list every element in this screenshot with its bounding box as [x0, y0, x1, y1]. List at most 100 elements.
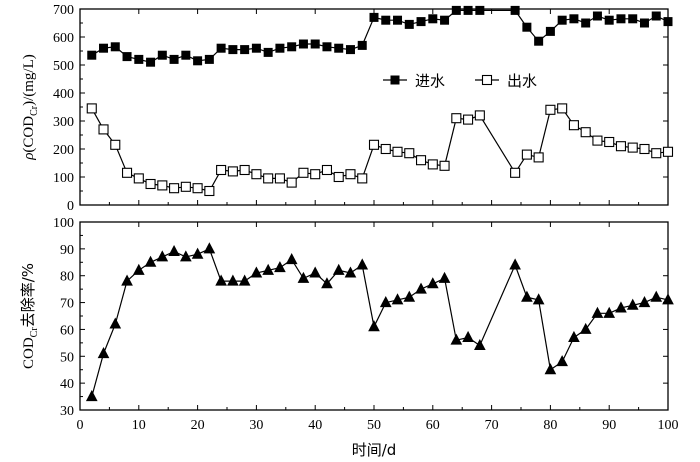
data-point — [440, 15, 450, 25]
data-point — [203, 242, 216, 254]
bottom-plot-frame — [79, 221, 669, 411]
data-point — [568, 120, 579, 131]
data-point — [403, 290, 416, 302]
data-point — [250, 266, 263, 278]
top-x-ticks — [79, 9, 669, 205]
data-point — [215, 274, 227, 286]
data-point — [368, 320, 380, 332]
data-point — [580, 127, 591, 138]
data-point — [251, 169, 262, 180]
data-point — [416, 17, 426, 27]
data-point — [604, 136, 615, 148]
data-point — [298, 167, 309, 178]
data-point — [439, 160, 450, 171]
data-point — [345, 169, 356, 180]
data-point — [369, 12, 379, 22]
data-point — [510, 5, 520, 15]
data-point — [368, 139, 380, 150]
data-point — [99, 43, 109, 53]
data-point — [474, 110, 485, 121]
top-y-ticks: 0 100 200 300 400 500 600 700 — [53, 3, 668, 214]
data-point — [322, 42, 332, 52]
data-point — [615, 141, 627, 152]
data-point — [180, 250, 192, 262]
data-point — [463, 5, 473, 15]
data-point — [415, 282, 427, 294]
bottom-x-ticks: 0 10 20 30 40 50 60 70 80 90 100 — [77, 222, 679, 433]
data-point — [532, 293, 545, 305]
data-point — [204, 185, 215, 197]
x-axis-title: 时间/d — [352, 441, 397, 459]
top-series-markers — [86, 5, 674, 197]
y-tick-label: 700 — [53, 3, 74, 18]
data-point — [650, 290, 663, 302]
data-point — [357, 173, 368, 184]
data-point — [133, 173, 144, 184]
y-tick-label: 400 — [53, 87, 74, 102]
data-point — [216, 43, 226, 53]
data-point — [109, 317, 122, 329]
data-point — [627, 142, 638, 153]
x-tick-label: 30 — [249, 418, 263, 433]
series-line-1 — [91, 107, 669, 192]
data-point — [286, 177, 297, 188]
bottom-panel: 30 40 50 60 70 80 90 100 0 10 20 30 40 50 60 70 80 90 100… — [19, 216, 679, 459]
data-point — [510, 167, 521, 178]
data-point — [321, 277, 333, 289]
data-point — [474, 338, 486, 351]
data-point — [438, 271, 451, 283]
data-point — [334, 43, 344, 53]
data-point — [121, 167, 133, 178]
y-tick-label: 80 — [60, 270, 74, 285]
y-tick-label: 40 — [60, 377, 74, 392]
data-point — [615, 301, 627, 313]
bottom-y-ticks: 30 40 50 60 70 80 90 100 — [53, 216, 668, 419]
data-point — [344, 266, 357, 278]
data-point — [390, 75, 400, 85]
data-point — [228, 45, 238, 55]
data-point — [297, 271, 310, 283]
data-point — [427, 159, 438, 170]
data-point — [85, 389, 98, 402]
data-point — [227, 274, 239, 286]
data-point — [144, 255, 157, 267]
data-point — [568, 330, 580, 342]
data-point — [98, 124, 109, 135]
y-tick-label: 90 — [60, 243, 74, 258]
data-point — [193, 56, 203, 66]
data-point — [616, 14, 626, 24]
data-point — [345, 45, 355, 55]
data-point — [545, 104, 556, 115]
data-point — [463, 114, 474, 125]
data-point — [628, 14, 638, 24]
data-point — [662, 146, 674, 157]
data-point — [569, 14, 579, 24]
data-point — [393, 15, 403, 25]
y-tick-label: 300 — [53, 115, 74, 130]
data-point — [134, 54, 144, 64]
data-point — [87, 50, 97, 60]
data-point — [592, 135, 603, 146]
y-tick-label: 0 — [67, 199, 74, 214]
data-point — [475, 5, 485, 15]
x-tick-label: 80 — [543, 418, 557, 433]
data-point — [534, 36, 544, 46]
data-point — [639, 143, 650, 155]
data-point — [426, 277, 439, 289]
data-point — [169, 183, 180, 194]
legend-label: 出水 — [507, 72, 537, 90]
x-tick-label: 0 — [77, 418, 84, 433]
data-point — [591, 306, 604, 318]
x-tick-label: 50 — [367, 418, 381, 433]
data-point — [662, 293, 674, 305]
x-tick-label: 90 — [602, 418, 616, 433]
data-point — [263, 173, 274, 184]
x-tick-label: 20 — [191, 418, 205, 433]
data-point — [557, 103, 568, 114]
data-point — [240, 45, 250, 55]
data-point — [121, 274, 133, 286]
data-point — [626, 298, 639, 310]
data-point — [522, 22, 532, 32]
top-y-axis-title: ρ(CODCr)/(mg/L) — [21, 54, 40, 161]
y-tick-label: 60 — [60, 323, 74, 338]
